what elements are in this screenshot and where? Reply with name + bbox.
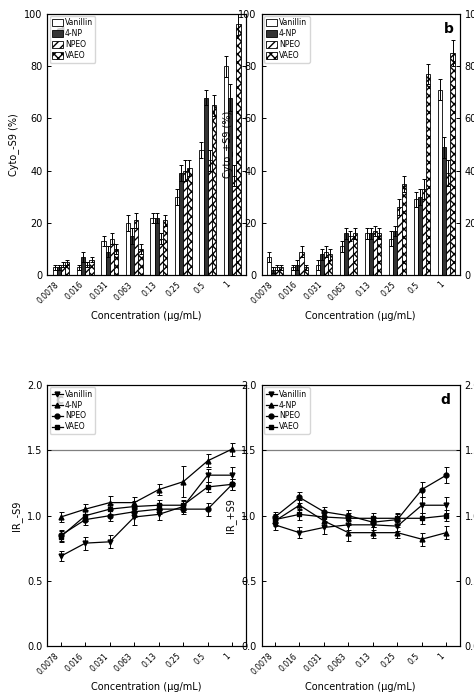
Bar (179, 173, 183, 275)
Y-axis label: Cyto_+S9 (%): Cyto_+S9 (%) (222, 111, 233, 178)
Bar (377, 234, 381, 275)
Bar (65, 262, 69, 275)
Bar (150, 218, 155, 275)
Bar (114, 249, 118, 275)
Bar (237, 24, 240, 275)
Bar (324, 252, 328, 275)
Bar (200, 150, 203, 275)
Bar (401, 183, 406, 275)
Bar (320, 254, 324, 275)
Bar (155, 218, 159, 275)
Bar (438, 90, 442, 275)
Bar (422, 189, 426, 275)
Y-axis label: IR_+S9: IR_+S9 (225, 498, 236, 533)
Bar (340, 247, 344, 275)
Bar (267, 257, 271, 275)
Bar (279, 268, 283, 275)
Bar (159, 238, 163, 275)
Bar (344, 234, 348, 275)
Bar (353, 234, 357, 275)
Bar (138, 249, 143, 275)
Bar (232, 176, 237, 275)
Bar (130, 236, 134, 275)
Bar (369, 234, 373, 275)
Legend: Vanillin, 4-NP, NPEO, VAEO: Vanillin, 4-NP, NPEO, VAEO (50, 16, 95, 63)
Bar (418, 197, 422, 275)
Y-axis label: IR_-S9: IR_-S9 (11, 500, 22, 531)
Bar (447, 173, 450, 275)
X-axis label: Concentration (μg/mL): Concentration (μg/mL) (305, 311, 416, 321)
X-axis label: Concentration (μg/mL): Concentration (μg/mL) (91, 311, 202, 321)
Bar (228, 97, 232, 275)
Text: d: d (440, 393, 450, 407)
Legend: Vanillin, 4-NP, NPEO, VAEO: Vanillin, 4-NP, NPEO, VAEO (264, 387, 310, 434)
Bar (212, 106, 216, 275)
Bar (442, 147, 447, 275)
Text: c: c (55, 393, 64, 407)
Bar (106, 252, 110, 275)
Bar (295, 265, 300, 275)
Bar (373, 231, 377, 275)
Bar (316, 265, 320, 275)
Bar (81, 257, 85, 275)
Bar (450, 53, 455, 275)
Bar (389, 238, 393, 275)
Bar (304, 268, 308, 275)
Bar (348, 236, 353, 275)
Bar (187, 168, 191, 275)
Text: a: a (55, 22, 65, 35)
Bar (291, 268, 295, 275)
Bar (90, 259, 94, 275)
Bar (271, 270, 275, 275)
Bar (183, 171, 187, 275)
Bar (61, 265, 65, 275)
Text: b: b (444, 22, 454, 35)
Bar (275, 268, 279, 275)
Bar (426, 74, 430, 275)
Bar (328, 254, 332, 275)
Bar (53, 268, 57, 275)
Bar (134, 220, 138, 275)
Bar (110, 238, 114, 275)
Bar (413, 199, 418, 275)
Bar (101, 241, 106, 275)
Bar (57, 268, 61, 275)
Bar (208, 161, 212, 275)
Bar (126, 223, 130, 275)
Bar (77, 268, 81, 275)
Bar (224, 66, 228, 275)
Y-axis label: Cyto_-S9 (%): Cyto_-S9 (%) (8, 113, 18, 176)
Bar (393, 231, 397, 275)
Bar (300, 252, 304, 275)
Legend: Vanillin, 4-NP, NPEO, VAEO: Vanillin, 4-NP, NPEO, VAEO (264, 16, 310, 63)
X-axis label: Concentration (μg/mL): Concentration (μg/mL) (305, 682, 416, 692)
X-axis label: Concentration (μg/mL): Concentration (μg/mL) (91, 682, 202, 692)
Bar (203, 97, 208, 275)
Bar (175, 197, 179, 275)
Bar (397, 207, 401, 275)
Bar (365, 234, 369, 275)
Legend: Vanillin, 4-NP, NPEO, VAEO: Vanillin, 4-NP, NPEO, VAEO (50, 387, 95, 434)
Bar (85, 265, 90, 275)
Bar (163, 220, 167, 275)
